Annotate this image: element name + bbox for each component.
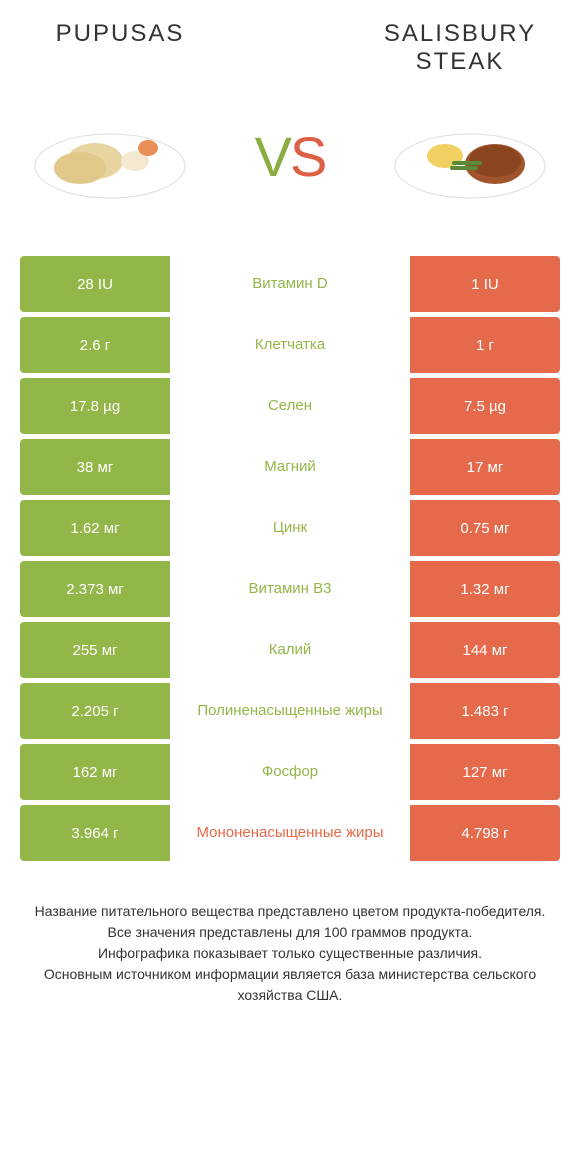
- vs-v: V: [255, 125, 290, 188]
- value-right: 4.798 г: [410, 805, 560, 861]
- vs-s: S: [290, 125, 325, 188]
- nutrient-label: Калий: [170, 622, 410, 678]
- value-right: 1.483 г: [410, 683, 560, 739]
- table-row: 2.373 мгВитамин B31.32 мг: [20, 561, 560, 617]
- footer-notes: Название питательного вещества представл…: [20, 901, 560, 1006]
- nutrient-label: Магний: [170, 439, 410, 495]
- food-image-right: [380, 96, 560, 216]
- images-row: VS: [20, 86, 560, 226]
- value-left: 2.205 г: [20, 683, 170, 739]
- nutrient-label: Фосфор: [170, 744, 410, 800]
- value-left: 28 IU: [20, 256, 170, 312]
- food-image-left: [20, 96, 200, 216]
- nutrient-label: Витамин D: [170, 256, 410, 312]
- value-right: 1 IU: [410, 256, 560, 312]
- value-left: 2.373 мг: [20, 561, 170, 617]
- comparison-table: 28 IUВитамин D1 IU2.6 гКлетчатка1 г17.8 …: [20, 256, 560, 861]
- title-right: SALISBURY STEAK: [360, 20, 560, 76]
- table-row: 255 мгКалий144 мг: [20, 622, 560, 678]
- nutrient-label: Цинк: [170, 500, 410, 556]
- value-right: 7.5 µg: [410, 378, 560, 434]
- table-row: 17.8 µgСелен7.5 µg: [20, 378, 560, 434]
- value-left: 2.6 г: [20, 317, 170, 373]
- value-left: 38 мг: [20, 439, 170, 495]
- table-row: 28 IUВитамин D1 IU: [20, 256, 560, 312]
- value-right: 0.75 мг: [410, 500, 560, 556]
- nutrient-label: Селен: [170, 378, 410, 434]
- value-right: 1.32 мг: [410, 561, 560, 617]
- nutrient-label: Витамин B3: [170, 561, 410, 617]
- table-row: 2.205 гПолиненасыщенные жиры1.483 г: [20, 683, 560, 739]
- value-left: 3.964 г: [20, 805, 170, 861]
- value-left: 162 мг: [20, 744, 170, 800]
- footer-line-3: Инфографика показывает только существенн…: [30, 943, 550, 964]
- nutrient-label: Полиненасыщенные жиры: [170, 683, 410, 739]
- value-right: 17 мг: [410, 439, 560, 495]
- table-row: 38 мгМагний17 мг: [20, 439, 560, 495]
- header: PUPUSAS SALISBURY STEAK: [20, 20, 560, 76]
- value-right: 144 мг: [410, 622, 560, 678]
- value-left: 17.8 µg: [20, 378, 170, 434]
- table-row: 162 мгФосфор127 мг: [20, 744, 560, 800]
- value-left: 255 мг: [20, 622, 170, 678]
- table-row: 2.6 гКлетчатка1 г: [20, 317, 560, 373]
- nutrient-label: Клетчатка: [170, 317, 410, 373]
- nutrient-label: Мононенасыщенные жиры: [170, 805, 410, 861]
- footer-line-1: Название питательного вещества представл…: [30, 901, 550, 922]
- value-left: 1.62 мг: [20, 500, 170, 556]
- table-row: 1.62 мгЦинк0.75 мг: [20, 500, 560, 556]
- title-left: PUPUSAS: [20, 20, 220, 48]
- table-row: 3.964 гМононенасыщенные жиры4.798 г: [20, 805, 560, 861]
- vs-label: VS: [255, 124, 326, 189]
- footer-line-4: Основным источником информации является …: [30, 964, 550, 1006]
- value-right: 1 г: [410, 317, 560, 373]
- value-right: 127 мг: [410, 744, 560, 800]
- footer-line-2: Все значения представлены для 100 граммо…: [30, 922, 550, 943]
